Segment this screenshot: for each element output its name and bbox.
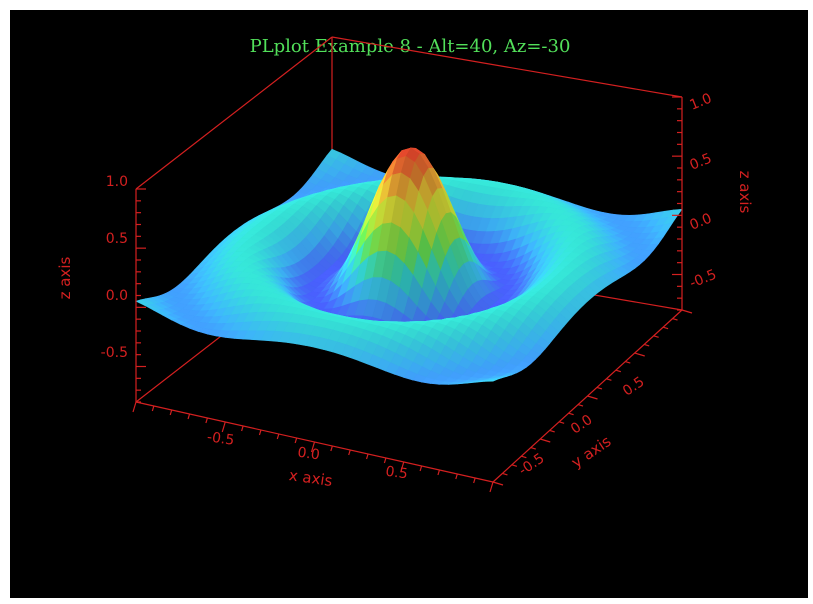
y-tick-mark xyxy=(577,404,584,407)
y-axis-label: y axis xyxy=(568,432,614,471)
y-tick-1: -0.5 xyxy=(516,450,548,479)
z-tick-right-3: 0.0 xyxy=(688,211,715,234)
y-tick-mark xyxy=(568,412,574,416)
y-tick-mark xyxy=(511,464,518,467)
y-tick-3: 0.5 xyxy=(620,374,647,400)
chart-title: PLplot Example 8 - Alt=40, Az=-30 xyxy=(250,36,571,57)
x-tick-mark xyxy=(132,401,137,413)
y-tick-mark xyxy=(662,326,669,330)
x-axis-label: x axis xyxy=(288,466,334,490)
z-tick-left-1: 1.0 xyxy=(106,174,128,190)
x-tick-mark xyxy=(258,429,262,436)
x-tick-mark xyxy=(383,457,387,464)
y-tick-mark xyxy=(634,352,645,357)
x-tick-1: -0.5 xyxy=(206,429,235,449)
z-tick-right-1: 1.0 xyxy=(688,91,715,114)
z-axis-label: z axis xyxy=(56,256,74,299)
y-tick-mark xyxy=(681,309,693,314)
x-tick-mark xyxy=(187,413,191,420)
x-tick-mark xyxy=(437,469,441,476)
y-tick-mark xyxy=(558,421,565,424)
z-tick-right-4: -0.5 xyxy=(688,267,719,292)
axis-ticks xyxy=(132,96,693,493)
y-tick-mark xyxy=(625,361,631,364)
x-tick-mark xyxy=(330,445,333,452)
z-axis-label-right: z axis xyxy=(736,171,754,214)
x-tick-mark xyxy=(455,473,458,480)
y-tick-mark xyxy=(606,378,612,381)
y-tick-mark xyxy=(540,438,551,443)
y-tick-mark xyxy=(492,481,504,486)
x-tick-mark xyxy=(276,433,280,440)
surface-mesh xyxy=(135,147,683,385)
y-tick-mark xyxy=(530,447,536,450)
surface-patch xyxy=(484,378,498,382)
z-tick-left-3: 0.0 xyxy=(106,288,128,304)
x-tick-mark xyxy=(489,481,494,493)
x-tick-mark xyxy=(365,453,369,460)
x-tick-mark xyxy=(205,417,208,424)
z-tick-right-2: 0.5 xyxy=(688,151,715,174)
x-tick-mark xyxy=(310,441,316,453)
x-tick-mark xyxy=(348,449,351,456)
z-tick-left-4: -0.5 xyxy=(101,345,128,361)
x-tick-3: 0.5 xyxy=(384,464,408,483)
x-tick-mark xyxy=(400,461,405,473)
y-tick-mark xyxy=(672,318,678,321)
x-tick-mark xyxy=(151,405,155,412)
x-tick-mark xyxy=(419,465,423,472)
x-tick-mark xyxy=(241,425,244,432)
box-edge-top-back xyxy=(331,36,683,98)
y-tick-mark xyxy=(653,335,659,338)
y-tick-mark xyxy=(521,455,527,459)
box-edge-top-left xyxy=(135,36,333,190)
y-tick-mark xyxy=(549,429,555,433)
y-tick-mark xyxy=(596,386,603,390)
y-tick-mark xyxy=(502,472,508,476)
x-tick-mark xyxy=(221,421,226,433)
y-tick-mark xyxy=(615,369,622,373)
plot-canvas: PLplot Example 8 - Alt=40, Az=-30 1.0 0.… xyxy=(56,36,754,493)
x-tick-mark xyxy=(169,409,173,416)
x-tick-mark xyxy=(294,437,298,444)
y-tick-mark xyxy=(644,343,650,347)
plot-window: PLplot Example 8 - Alt=40, Az=-30 1.0 0.… xyxy=(10,10,808,598)
x-tick-2: 0.0 xyxy=(296,445,320,464)
y-tick-2: 0.0 xyxy=(568,412,595,438)
x-tick-mark xyxy=(473,477,476,484)
z-tick-left-2: 0.5 xyxy=(106,231,128,247)
y-tick-mark xyxy=(587,395,598,400)
